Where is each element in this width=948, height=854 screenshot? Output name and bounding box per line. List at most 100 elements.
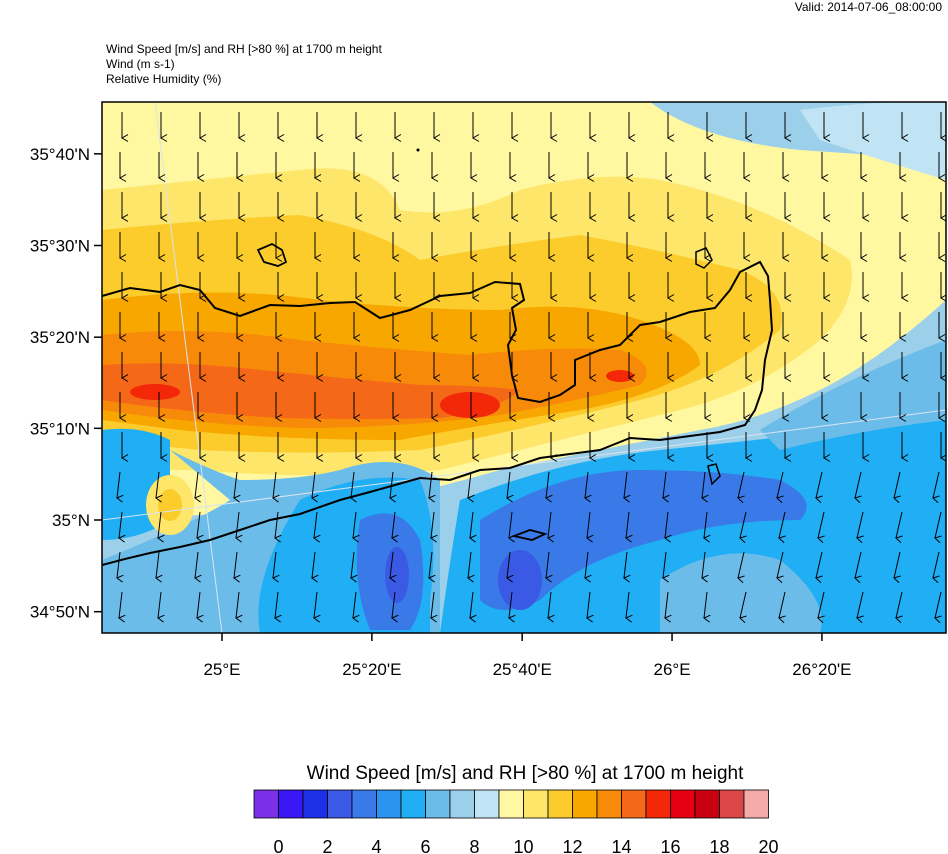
wind-arrow <box>856 591 864 624</box>
colorbar-cell <box>645 789 671 819</box>
wind-arrow <box>352 591 360 623</box>
field-lightblue-east <box>760 340 946 450</box>
field-layer <box>102 102 946 633</box>
wind-arrow <box>467 551 475 583</box>
wind-arrow <box>703 511 711 543</box>
wind-arrow <box>118 591 126 623</box>
map-frame <box>101 101 947 634</box>
wind-arrow <box>118 511 126 543</box>
colorbar-cell <box>327 789 353 819</box>
wind-arrow <box>235 591 243 623</box>
colorbar-cell <box>719 789 745 819</box>
colorbar-cell <box>425 789 451 819</box>
latitude-axis: 35°40'N 35°30'N 35°20'N 35°10'N 35°N 34°50'N <box>30 145 102 622</box>
colorbar-label: 12 <box>562 837 582 854</box>
wind-arrow <box>430 591 438 623</box>
field-lightblue-se <box>660 553 822 633</box>
wind-arrow <box>854 551 862 584</box>
colorbar-label: 20 <box>758 837 778 854</box>
colorbar-label: 14 <box>611 837 631 854</box>
wind-vectors <box>116 112 946 624</box>
wind-arrow <box>895 511 903 544</box>
colorbar-cell <box>743 789 769 819</box>
lon-tick-label: 26°E <box>654 660 691 679</box>
wind-arrow <box>662 551 670 583</box>
wind-arrow <box>313 591 321 623</box>
wind-arrow <box>547 591 555 623</box>
colorbar-cell <box>621 789 647 819</box>
field-core-east <box>606 370 634 382</box>
longitude-axis: 25°E 25°20'E 25°40'E 26°E 26°20'E <box>203 633 852 679</box>
wind-arrow <box>625 511 633 543</box>
parallel-line <box>102 409 946 521</box>
lon-tick-label: 25°20'E <box>342 660 401 679</box>
field-gold-pocket-sw <box>158 489 182 521</box>
wind-arrow <box>932 551 940 584</box>
wind-arrow <box>469 511 477 543</box>
crete-coastline <box>102 260 774 566</box>
wind-arrow <box>623 471 631 503</box>
koufonisi-island <box>707 463 721 486</box>
valid-time: Valid: 2014-07-06_08:00:00 <box>794 0 942 14</box>
legend-title: Wind Speed [m/s] and RH [>80 %] at 1700 … <box>306 763 744 784</box>
wind-arrow <box>815 471 823 504</box>
wind-arrow <box>196 511 204 543</box>
wind-arrow <box>389 551 397 583</box>
wind-arrow <box>703 591 711 623</box>
wind-arrow <box>737 551 745 584</box>
colorbar-cell <box>449 789 475 819</box>
colorbar-label: 16 <box>660 837 680 854</box>
wind-arrow <box>776 551 784 584</box>
wind-arrow <box>778 591 786 624</box>
wind-arrow <box>739 511 747 544</box>
wind-arrow <box>662 471 670 503</box>
wind-arrow <box>506 551 514 583</box>
wind-arrow <box>932 471 940 504</box>
colorbar-label: 6 <box>420 837 430 854</box>
wind-arrow <box>155 471 163 503</box>
wind-arrow <box>817 511 825 544</box>
colorbar-label: 18 <box>709 837 729 854</box>
wind-arrow <box>584 471 592 503</box>
wind-arrow <box>313 511 321 543</box>
colorbar-cell <box>351 789 377 819</box>
colorbar-cell <box>474 789 500 819</box>
wind-arrow <box>350 471 358 503</box>
wind-arrow <box>737 471 745 504</box>
colorbar-cells <box>253 789 769 819</box>
title-line-1: Wind Speed [m/s] and RH [>80 %] at 1700 … <box>106 42 382 56</box>
wind-arrow <box>545 471 553 503</box>
wind-arrow <box>506 471 514 503</box>
colorbar-cell <box>572 789 598 819</box>
colorbar-label: 2 <box>322 837 332 854</box>
lat-tick-label: 35°40'N <box>30 145 90 164</box>
wind-arrow <box>157 591 165 623</box>
wind-arrow <box>274 511 282 543</box>
wind-arrow <box>233 551 241 583</box>
wind-arrow <box>586 511 594 543</box>
dia-island <box>256 242 288 267</box>
wind-arrow <box>352 511 360 543</box>
field-core-west <box>130 384 180 400</box>
colorbar-cell <box>694 789 720 819</box>
wind-arrow <box>547 511 555 543</box>
wind-arrow <box>623 551 631 583</box>
lon-tick-label: 25°40'E <box>493 660 552 679</box>
wind-arrow <box>934 591 942 624</box>
wind-arrow <box>508 591 516 623</box>
title-line-3: Relative Humidity (%) <box>106 72 222 86</box>
wind-arrow <box>194 551 202 583</box>
colorbar-cell <box>523 789 549 819</box>
wind-arrow <box>586 591 594 623</box>
wind-arrow <box>274 591 282 623</box>
wind-arrow <box>389 471 397 503</box>
field-pale-ne <box>800 102 946 180</box>
plot-titles: Wind Speed [m/s] and RH [>80 %] at 1700 … <box>106 42 382 87</box>
colorbar-cell <box>302 789 328 819</box>
field-blue-core-1 <box>385 547 409 603</box>
wind-arrow <box>893 471 901 504</box>
colorbar-cell <box>400 789 426 819</box>
lon-tick-label: 26°20'E <box>792 660 851 679</box>
